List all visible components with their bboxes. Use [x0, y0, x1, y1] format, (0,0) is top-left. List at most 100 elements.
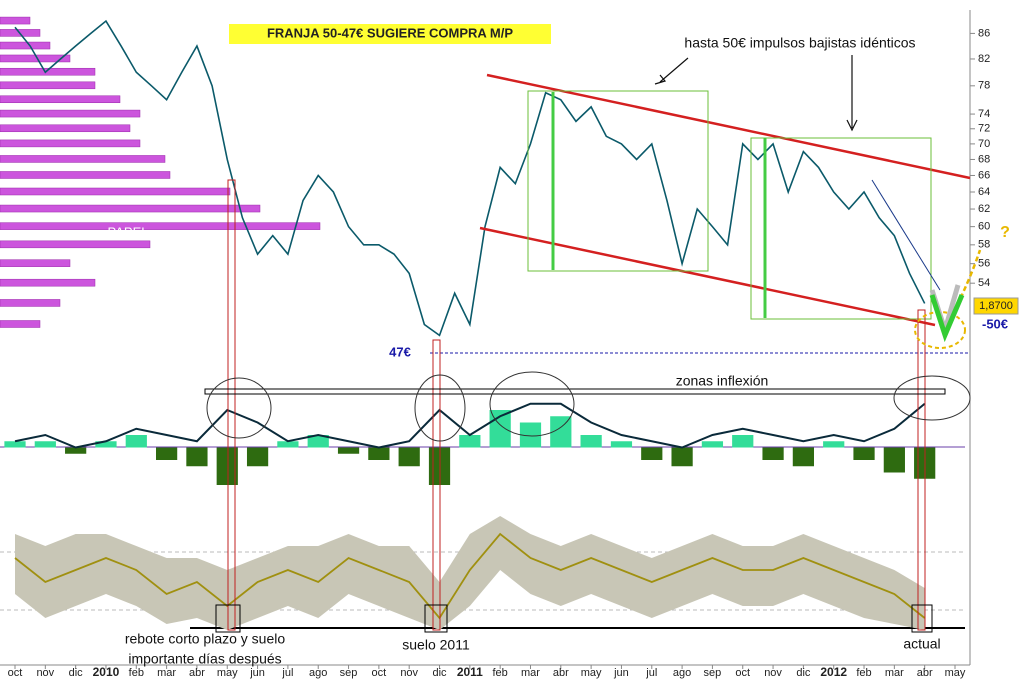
profile-bar: [0, 139, 141, 148]
arrow: [948, 249, 982, 321]
annotation: ?: [1000, 224, 1010, 241]
x-tick-label: dic: [796, 667, 811, 679]
marker: [917, 309, 926, 631]
x-tick-label: jul: [645, 667, 657, 679]
profile-bar: [0, 124, 131, 133]
y-tick-label: 72: [978, 123, 990, 135]
profile-bar: [0, 109, 141, 118]
annotation: PAPEL: [108, 224, 149, 239]
histogram-bar: [519, 422, 542, 448]
y-tick-label: 58: [978, 239, 990, 251]
profile-bar: [0, 155, 166, 163]
arrow: [654, 57, 689, 85]
y-tick-label: 54: [978, 277, 990, 289]
profile-bar: [0, 259, 71, 267]
trend-line: [871, 179, 941, 291]
y-tick-label: 68: [978, 153, 990, 165]
profile-bar: [0, 299, 61, 307]
plot: 86 82 78 74 72 70 68 66 64 62 60 58 56 54 oct nov dic 201…: [0, 16, 990, 679]
histogram-bar: [65, 447, 87, 454]
ratio-line: [14, 532, 926, 620]
profile-bar: [0, 222, 321, 230]
histogram-bar: [398, 447, 420, 467]
band: [15, 516, 925, 630]
annotation: importante días después: [128, 651, 281, 667]
histogram-bar: [853, 447, 875, 460]
histogram-bar: [792, 447, 814, 467]
oscillator-line: [14, 402, 926, 449]
histogram-bar: [4, 441, 26, 448]
profile-bar: [0, 204, 261, 213]
x-tick-label: 2012: [820, 665, 847, 679]
y-tick-label: 64: [978, 186, 990, 198]
profile-bar: [0, 95, 121, 104]
x-tick-label: oct: [372, 667, 387, 679]
x-tick-label: abr: [553, 667, 569, 679]
marker-box: [215, 604, 241, 633]
x-tick-label: mar: [157, 667, 176, 679]
trend-line: [486, 73, 971, 180]
y-tick-label: 70: [978, 138, 990, 150]
histogram-bar: [125, 435, 147, 448]
y-tick-label: 74: [978, 108, 990, 120]
x-tick-label: ago: [309, 667, 327, 679]
price-line: [14, 19, 926, 337]
box: [527, 90, 709, 272]
annotation: suelo 2011: [402, 637, 470, 653]
profile-bar: [0, 54, 71, 63]
y-tick-label: 60: [978, 221, 990, 233]
profile-bar: [0, 41, 51, 50]
profile-bar: [0, 187, 231, 196]
y-tick-label: 78: [978, 80, 990, 92]
x-tick-label: oct: [735, 667, 750, 679]
zigzag: [929, 294, 965, 343]
x-tick-label: dic: [69, 667, 84, 679]
trend-line: [479, 226, 936, 327]
x-tick-label: abr: [189, 667, 205, 679]
x-tick-label: sep: [340, 667, 358, 679]
y-tick-label: 86: [978, 27, 990, 39]
x-tick-label: nov: [764, 667, 782, 679]
histogram-bar: [156, 447, 178, 460]
histogram-bar: [368, 447, 390, 460]
histogram-bar: [216, 447, 238, 485]
annotations: [204, 55, 982, 633]
histogram-bar: [641, 447, 663, 460]
histogram-bar: [732, 435, 754, 448]
histogram-bar: [34, 441, 56, 448]
profile-bar: [0, 171, 171, 179]
x-tick-label: abr: [917, 667, 933, 679]
annotation: actual: [903, 636, 940, 652]
histogram-bar: [580, 435, 602, 448]
x-tick-label: nov: [36, 667, 54, 679]
y-tick-label: 62: [978, 203, 990, 215]
histogram-bar: [186, 447, 208, 467]
arrow: [846, 55, 858, 132]
circle: [489, 371, 575, 437]
price-tag-label: 1,8700: [979, 300, 1013, 312]
histogram-bar: [459, 435, 481, 448]
x-tick-label: jun: [613, 667, 629, 679]
circle: [206, 377, 272, 439]
x-tick-label: ago: [673, 667, 691, 679]
x-tick-label: feb: [129, 667, 144, 679]
histogram-bar: [883, 447, 905, 473]
profile-bar: [0, 81, 96, 90]
profile-bar: [0, 16, 31, 25]
x-tick-label: oct: [8, 667, 23, 679]
histogram-bar: [823, 441, 845, 448]
marker-box: [911, 604, 933, 633]
price-tag: [973, 297, 1019, 315]
histogram-bar: [95, 441, 117, 448]
x-tick-label: may: [581, 667, 602, 679]
y-tick-label: 82: [978, 53, 990, 65]
annotation: rebote corto plazo y suelo: [125, 631, 286, 647]
x-tick-label: feb: [856, 667, 871, 679]
profile-bar: [0, 278, 96, 287]
box: [750, 137, 932, 320]
marker-box: [424, 604, 448, 633]
band: [204, 388, 946, 395]
annotation: -50€: [982, 316, 1008, 331]
